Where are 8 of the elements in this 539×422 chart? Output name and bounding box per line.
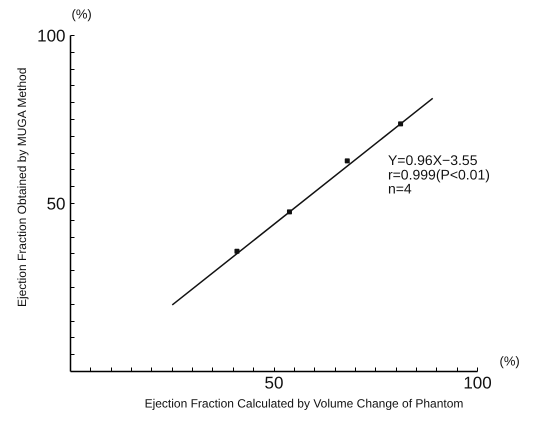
annotation: n=4 [388,180,412,197]
x-axis-title: Ejection Fraction Calculated by Volume Change of Phantom [144,396,464,410]
text: (%) [72,6,92,22]
annotation: r=0.999(P<0.01) [388,166,490,182]
y-axis-title: Ejection Fraction Obtained by MUGA Method [15,68,30,308]
text: (%) [500,354,520,368]
annotation: Y=0.96X−3.55 [388,152,478,168]
point [344,158,350,164]
